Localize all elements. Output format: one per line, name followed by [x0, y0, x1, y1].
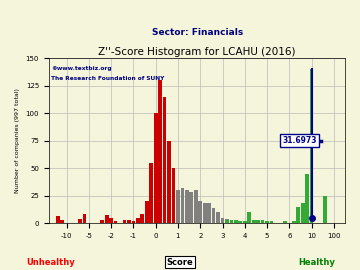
Text: The Research Foundation of SUNY: The Research Foundation of SUNY [51, 76, 165, 81]
Bar [60, 220, 64, 223]
Bar [216, 212, 220, 223]
Bar [189, 192, 193, 223]
Bar [207, 215, 211, 223]
Bar [163, 97, 166, 223]
Bar [140, 214, 144, 223]
Bar [149, 220, 153, 223]
Bar [203, 203, 207, 223]
Bar [145, 201, 149, 223]
Bar [234, 220, 238, 223]
Bar [283, 221, 287, 223]
Text: ©www.textbiz.org: ©www.textbiz.org [51, 66, 112, 71]
Bar [172, 168, 175, 223]
Bar [100, 220, 104, 223]
Bar [212, 214, 216, 223]
Bar [305, 221, 309, 223]
Bar [167, 141, 171, 223]
Bar [172, 195, 175, 223]
Bar [252, 220, 256, 223]
Text: Score: Score [167, 258, 193, 266]
Bar [114, 221, 117, 223]
Bar [296, 207, 300, 223]
Bar [292, 221, 296, 223]
Bar [158, 80, 162, 223]
Bar [261, 220, 265, 223]
Bar [194, 190, 198, 223]
Bar [56, 217, 59, 223]
Bar [167, 190, 171, 223]
Bar [310, 69, 314, 223]
Bar [136, 218, 140, 223]
Bar [145, 221, 149, 223]
Bar [207, 203, 211, 223]
Text: 31.6973: 31.6973 [282, 136, 316, 145]
Bar [149, 163, 153, 223]
Bar [225, 219, 229, 223]
Bar [225, 220, 229, 223]
Bar [305, 174, 309, 223]
Bar [265, 221, 269, 223]
Bar [78, 219, 82, 223]
Bar [109, 218, 113, 223]
Text: Unhealthy: Unhealthy [26, 258, 75, 266]
Bar [123, 220, 126, 223]
Bar [270, 221, 273, 223]
Bar [82, 214, 86, 223]
Title: Z''-Score Histogram for LCAHU (2016): Z''-Score Histogram for LCAHU (2016) [98, 48, 296, 58]
Bar [198, 201, 202, 223]
Bar [203, 214, 207, 223]
Bar [230, 220, 233, 223]
Bar [238, 221, 242, 223]
Bar [140, 221, 144, 223]
Bar [158, 174, 162, 223]
Bar [256, 220, 260, 223]
Bar [136, 221, 140, 223]
Y-axis label: Number of companies (997 total): Number of companies (997 total) [15, 88, 20, 193]
Bar [221, 218, 224, 223]
Bar [176, 190, 180, 223]
Bar [180, 188, 184, 223]
Bar [243, 221, 247, 223]
Bar [131, 221, 135, 223]
Bar [163, 181, 166, 223]
Bar [154, 113, 158, 223]
Bar [323, 195, 327, 223]
Bar [212, 208, 216, 223]
Text: Healthy: Healthy [298, 258, 335, 266]
Text: Sector: Financials: Sector: Financials [152, 28, 244, 37]
Bar [185, 190, 189, 223]
Bar [216, 218, 220, 223]
Bar [247, 212, 251, 223]
Bar [105, 215, 109, 223]
Bar [127, 220, 131, 223]
Bar [301, 203, 305, 223]
